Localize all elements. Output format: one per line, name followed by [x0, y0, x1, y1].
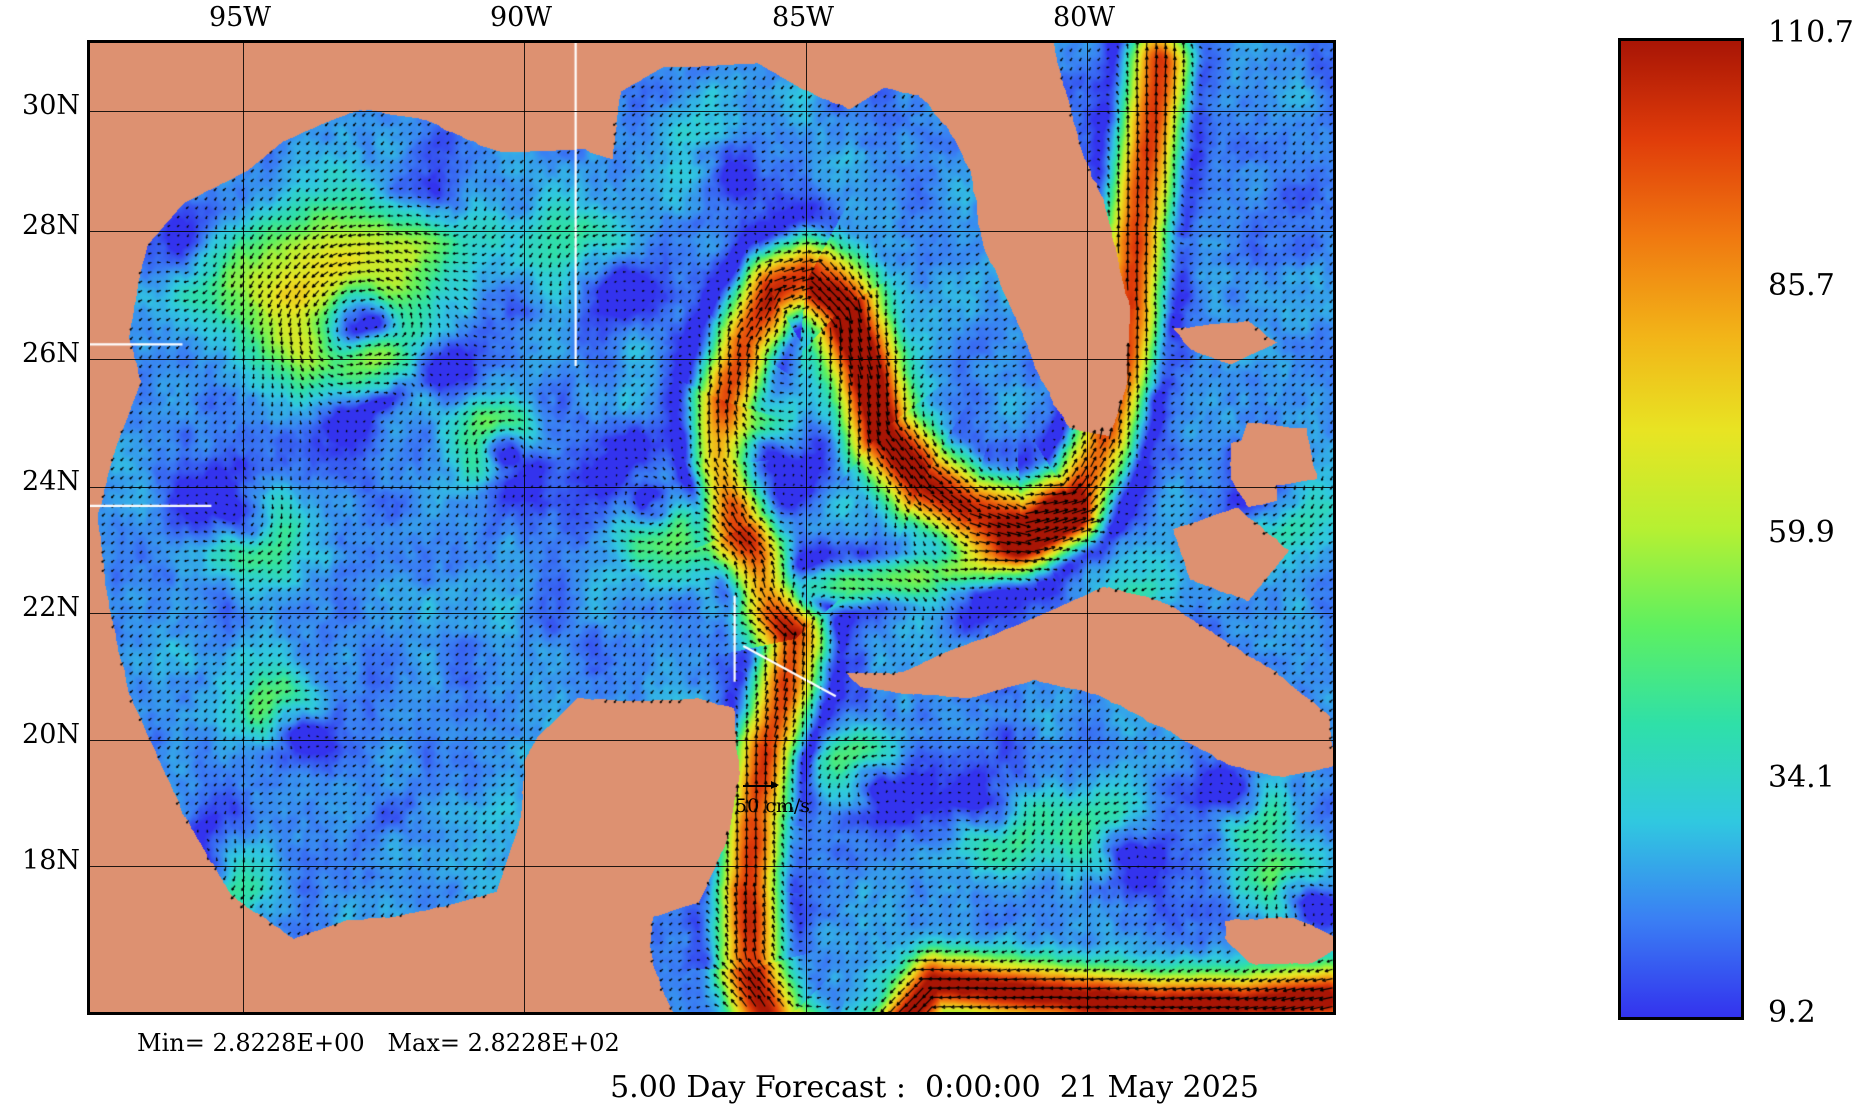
colorbar-tick-1: 85.7 — [1768, 268, 1835, 303]
y-tick-label-26n: 26N — [22, 338, 80, 369]
gridline-horizontal — [90, 487, 1333, 488]
y-tick-label-28n: 28N — [22, 210, 80, 241]
y-tick-label-20n: 20N — [22, 719, 80, 750]
x-tick-label-85w: 85W — [771, 2, 835, 33]
colorbar-tick-3: 34.1 — [1768, 760, 1835, 795]
colorbar-tick-0: 110.7 — [1768, 15, 1854, 50]
y-tick-label-24n: 24N — [22, 466, 80, 497]
y-tick-label-22n: 22N — [22, 592, 80, 623]
colorbar-container — [1618, 38, 1744, 1020]
forecast-title: 5.00 Day Forecast : 0:00:00 21 May 2025 — [610, 1070, 1259, 1105]
vector-scale-label: 50 cm/s — [735, 795, 811, 817]
gridline-vertical — [806, 43, 807, 1012]
y-tick-label-18n: 18N — [22, 845, 80, 876]
y-tick-label-30n: 30N — [22, 90, 80, 121]
vector-arrow-icon — [743, 781, 783, 791]
gridline-horizontal — [90, 231, 1333, 232]
colorbar-tick-4: 9.2 — [1768, 995, 1816, 1030]
gridline-horizontal — [90, 866, 1333, 867]
gridline-horizontal — [90, 359, 1333, 360]
gridline-vertical — [1087, 43, 1088, 1012]
gridline-vertical — [524, 43, 525, 1012]
colorbar-tick-2: 59.9 — [1768, 515, 1835, 550]
colorbar-gradient — [1618, 38, 1744, 1020]
map-plot-area[interactable]: 50 cm/s — [87, 40, 1336, 1015]
x-tick-label-90w: 90W — [489, 2, 553, 33]
ocean-current-speed-heatmap — [90, 43, 1333, 1012]
vector-scale-legend: 50 cm/s — [735, 781, 855, 817]
min-max-readout: Min= 2.8228E+00 Max= 2.8228E+02 — [137, 1029, 620, 1057]
x-tick-label-95w: 95W — [208, 2, 272, 33]
gridline-horizontal — [90, 111, 1333, 112]
gridline-horizontal — [90, 613, 1333, 614]
gridline-horizontal — [90, 740, 1333, 741]
gridline-vertical — [243, 43, 244, 1012]
x-tick-label-80w: 80W — [1052, 2, 1116, 33]
